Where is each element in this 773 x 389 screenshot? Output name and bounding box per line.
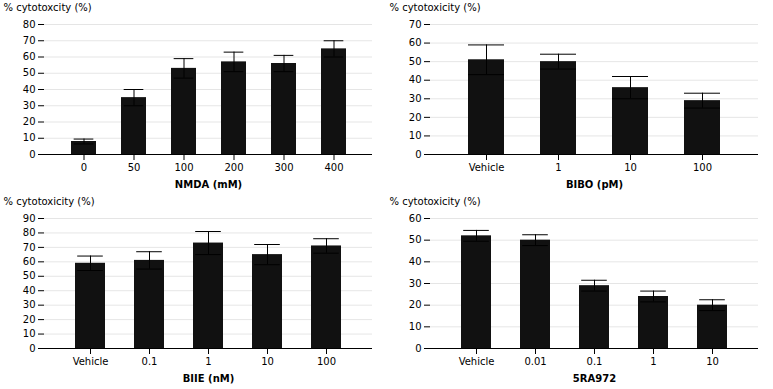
svg-text:BIBO (pM): BIBO (pM) (566, 179, 623, 190)
svg-text:Vehicle: Vehicle (469, 162, 505, 173)
svg-text:40: 40 (409, 74, 422, 85)
svg-text:20: 20 (23, 116, 36, 127)
svg-text:1: 1 (650, 356, 656, 367)
svg-text:80: 80 (23, 227, 36, 238)
svg-text:100: 100 (693, 162, 712, 173)
svg-text:30: 30 (23, 299, 36, 310)
svg-text:100: 100 (174, 162, 193, 173)
svg-text:10: 10 (409, 321, 422, 332)
svg-text:20: 20 (409, 112, 422, 123)
svg-text:20: 20 (409, 299, 422, 310)
svg-text:50: 50 (23, 67, 36, 78)
svg-text:50: 50 (409, 56, 422, 67)
svg-text:70: 70 (409, 19, 422, 30)
svg-text:100: 100 (317, 356, 336, 367)
svg-text:200: 200 (224, 162, 243, 173)
svg-text:80: 80 (23, 19, 36, 30)
svg-text:60: 60 (409, 37, 422, 48)
svg-text:60: 60 (23, 51, 36, 62)
svg-text:50: 50 (128, 162, 141, 173)
svg-text:60: 60 (23, 256, 36, 267)
svg-text:20: 20 (23, 314, 36, 325)
svg-text:300: 300 (274, 162, 293, 173)
svg-text:0: 0 (415, 343, 421, 354)
svg-text:30: 30 (409, 93, 422, 104)
svg-text:400: 400 (324, 162, 343, 173)
svg-text:10: 10 (23, 132, 36, 143)
svg-text:40: 40 (409, 256, 422, 267)
svg-text:60: 60 (409, 213, 422, 224)
svg-text:10: 10 (261, 356, 274, 367)
svg-text:0: 0 (81, 162, 87, 173)
svg-text:NMDA (mM): NMDA (mM) (175, 179, 242, 190)
svg-text:30: 30 (409, 278, 422, 289)
svg-text:10: 10 (23, 328, 36, 339)
svg-text:10: 10 (706, 356, 719, 367)
svg-text:0.1: 0.1 (142, 356, 158, 367)
svg-text:% cytotoxcity (%): % cytotoxcity (%) (4, 2, 92, 13)
svg-text:BIIE (nM): BIIE (nM) (183, 373, 235, 384)
svg-text:Vehicle: Vehicle (459, 356, 495, 367)
svg-text:% cytotoxicity (%): % cytotoxicity (%) (390, 2, 481, 13)
svg-text:50: 50 (409, 234, 422, 245)
svg-text:90: 90 (23, 213, 36, 224)
svg-text:1: 1 (555, 162, 561, 173)
svg-text:5RA972: 5RA972 (573, 373, 616, 384)
svg-text:1: 1 (205, 356, 211, 367)
svg-text:10: 10 (624, 162, 637, 173)
svg-text:% cytotoxicity (%): % cytotoxicity (%) (390, 196, 481, 207)
svg-text:0: 0 (29, 149, 35, 160)
svg-text:0: 0 (29, 343, 35, 354)
svg-text:0.1: 0.1 (587, 356, 603, 367)
svg-text:% cytotoxicity (%): % cytotoxicity (%) (4, 196, 95, 207)
svg-text:40: 40 (23, 285, 36, 296)
svg-text:50: 50 (23, 270, 36, 281)
svg-text:10: 10 (409, 130, 422, 141)
svg-text:0.01: 0.01 (524, 356, 546, 367)
svg-text:40: 40 (23, 84, 36, 95)
svg-text:70: 70 (23, 35, 36, 46)
svg-text:0: 0 (415, 149, 421, 160)
svg-text:70: 70 (23, 242, 36, 253)
svg-text:30: 30 (23, 100, 36, 111)
svg-text:Vehicle: Vehicle (73, 356, 109, 367)
